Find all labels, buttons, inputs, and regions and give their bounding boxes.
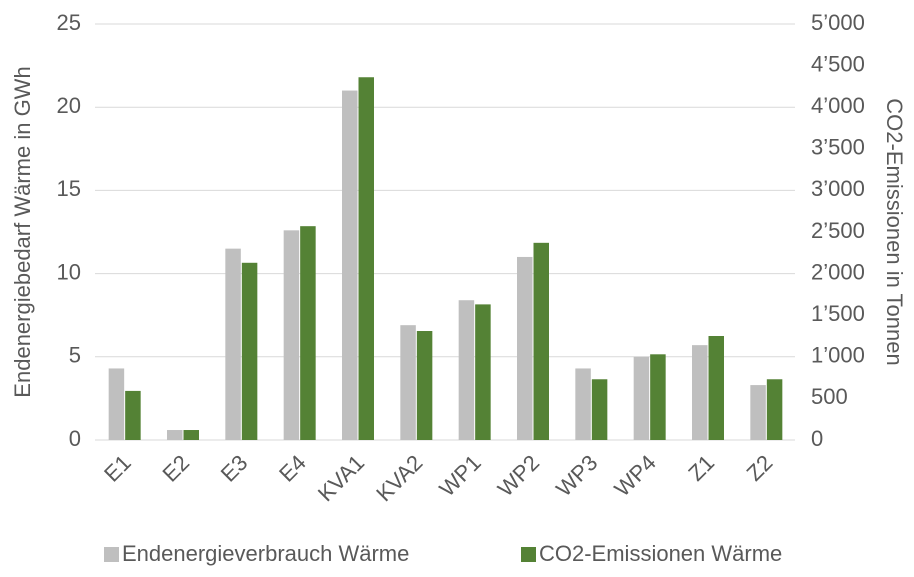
x-tick-label: WP2 [493, 450, 544, 501]
x-tick-label: E4 [274, 450, 311, 487]
x-tick-label: WP4 [609, 450, 660, 501]
bar [125, 390, 141, 440]
y2-tick-label: 5’000 [811, 10, 865, 35]
x-tick-label: E3 [216, 450, 253, 487]
y2-tick-label: 3’000 [811, 176, 865, 201]
y2-tick-label: 3’500 [811, 135, 865, 160]
bar [533, 242, 549, 440]
y2-tick-label: 0 [811, 426, 823, 451]
y-tick-label: 10 [57, 259, 81, 284]
y-tick-label: 25 [57, 10, 81, 35]
x-tick-label: E1 [99, 450, 136, 487]
legend-label: CO2-Emissionen Wärme [539, 541, 782, 566]
bar [400, 325, 416, 440]
y2-tick-label: 1’000 [811, 343, 865, 368]
bar [708, 336, 724, 440]
bar [300, 226, 316, 440]
bar [591, 379, 608, 440]
bar [633, 356, 650, 440]
bar [475, 304, 491, 440]
bar [650, 354, 666, 440]
x-tick-label: WP3 [551, 450, 602, 501]
bar [517, 256, 533, 440]
x-tick-label: KVA1 [313, 450, 369, 506]
bar [108, 368, 125, 440]
x-tick-label: Z2 [742, 450, 778, 486]
y-tick-label: 0 [69, 426, 81, 451]
bar [225, 248, 241, 440]
x-tick-label: E2 [157, 450, 194, 487]
bar [358, 77, 374, 441]
y2-axis-title: CO2-Emissionen in Tonnen [882, 98, 907, 365]
bar [241, 262, 258, 440]
y-tick-label: 15 [57, 176, 81, 201]
x-tick-label: WP1 [434, 450, 485, 501]
bar [342, 90, 358, 440]
bar [458, 300, 475, 440]
x-tick-label: KVA2 [371, 450, 427, 506]
bar [283, 230, 300, 440]
bar [183, 430, 199, 440]
y2-tick-label: 500 [811, 384, 848, 409]
legend-swatch [104, 547, 119, 562]
bar [416, 331, 433, 440]
y2-tick-label: 4’500 [811, 51, 865, 76]
y2-tick-label: 1’500 [811, 301, 865, 326]
y2-tick-label: 4’000 [811, 93, 865, 118]
y2-tick-label: 2’000 [811, 259, 865, 284]
bar [766, 379, 783, 440]
bar [167, 430, 183, 440]
x-tick-label: Z1 [683, 450, 719, 486]
y2-tick-label: 2’500 [811, 218, 865, 243]
y-tick-label: 5 [69, 343, 81, 368]
bar [692, 345, 708, 440]
legend-swatch [521, 547, 536, 562]
y-tick-label: 20 [57, 93, 81, 118]
legend-label: Endenergieverbrauch Wärme [122, 541, 409, 566]
y-axis-title: Endenergiebedarf Wärme in GWh [10, 66, 35, 397]
bar [575, 368, 591, 440]
bar [750, 385, 766, 440]
